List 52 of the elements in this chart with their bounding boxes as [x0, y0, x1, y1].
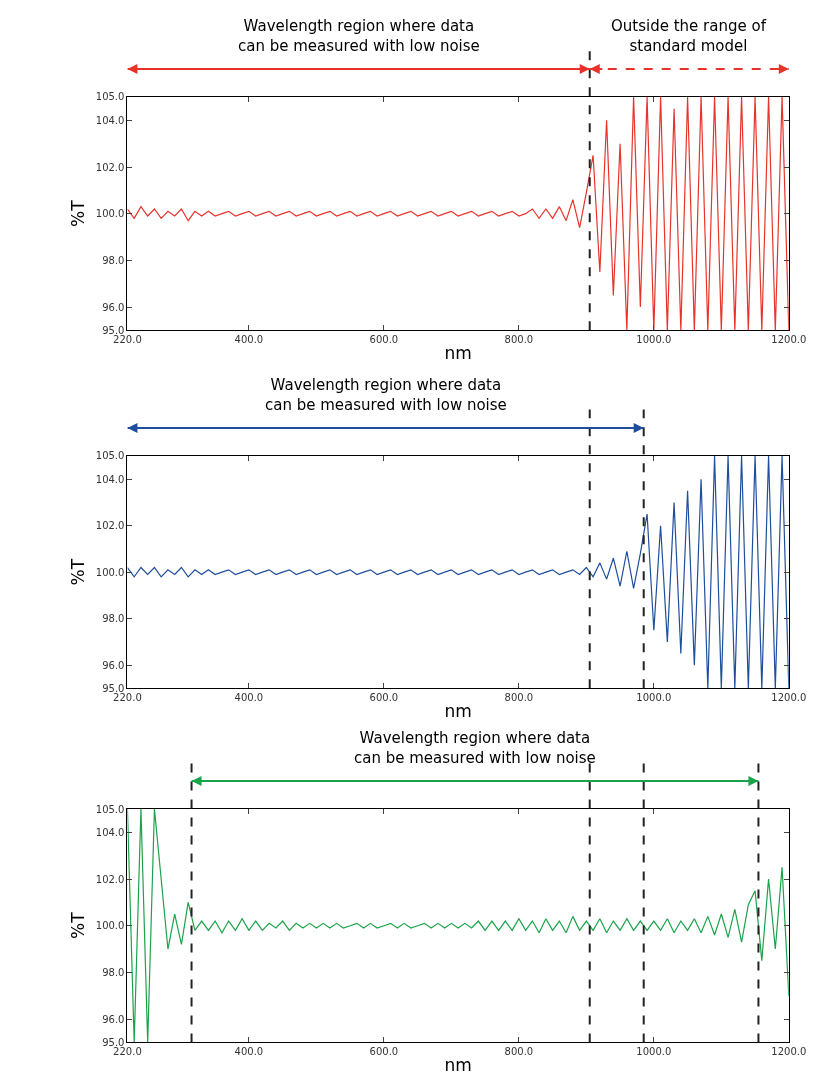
x-tick-label: 600.0 [369, 1046, 399, 1058]
x-tick-label: 400.0 [234, 1046, 264, 1058]
y-tick-label: 96.0 [102, 659, 125, 671]
x-tick-label: 1000.0 [636, 334, 672, 346]
y-tick-label: 98.0 [102, 613, 125, 625]
x-tick-label: 1000.0 [636, 692, 672, 704]
line-series [127, 455, 789, 689]
x-tick-label: 600.0 [369, 692, 399, 704]
line-series [127, 809, 789, 1043]
text: Wavelength region where data can be measured with low noise [238, 17, 480, 55]
line-series [127, 96, 789, 331]
y-tick-label: 104.0 [95, 826, 125, 838]
x-tick-label: 220.0 [113, 1046, 142, 1058]
y-axis-title: %T [68, 558, 89, 586]
y-tick-label: 100.0 [95, 208, 125, 220]
x-tick-label: 600.0 [369, 334, 399, 346]
y-axis-title: %T [68, 199, 89, 227]
x-tick-label: 800.0 [504, 334, 534, 346]
x-tick-label: 1000.0 [636, 1046, 672, 1058]
y-tick-label: 95.0 [102, 1036, 125, 1048]
x-axis-title: nm [444, 342, 472, 363]
y-axis-title: %T [68, 911, 89, 939]
x-tick-label: 220.0 [113, 692, 142, 704]
x-tick-label: 1200.0 [771, 334, 807, 346]
y-tick-label: 100.0 [95, 566, 125, 578]
y-tick-label: 105.0 [95, 803, 125, 815]
x-tick-label: 1200.0 [771, 1046, 807, 1058]
x-tick-label: 400.0 [234, 692, 264, 704]
x-tick-label: 220.0 [113, 334, 142, 346]
y-tick-label: 98.0 [102, 254, 125, 266]
y-tick-label: 102.0 [95, 161, 125, 173]
y-tick-label: 96.0 [102, 301, 125, 313]
y-tick-label: 102.0 [95, 520, 125, 532]
x-tick-label: 800.0 [504, 692, 534, 704]
y-tick-label: 105.0 [95, 91, 125, 103]
text: Wavelength region where data can be measured with low noise [265, 376, 507, 414]
x-tick-label: 1200.0 [771, 692, 807, 704]
x-axis-title: nm [444, 700, 472, 721]
x-tick-label: 800.0 [504, 1046, 534, 1058]
y-tick-label: 104.0 [95, 473, 125, 485]
x-tick-label: 400.0 [234, 334, 264, 346]
y-tick-label: 104.0 [95, 114, 125, 126]
y-tick-label: 95.0 [102, 324, 125, 336]
y-tick-label: 96.0 [102, 1013, 125, 1025]
text: Wavelength region where data can be measured with low noise [354, 729, 596, 767]
text: Outside the range of standard model [611, 17, 767, 55]
y-tick-label: 100.0 [95, 920, 125, 932]
y-tick-label: 95.0 [102, 682, 125, 694]
x-axis-title: nm [444, 1054, 472, 1075]
y-tick-label: 98.0 [102, 966, 125, 978]
y-tick-label: 105.0 [95, 450, 125, 462]
y-tick-label: 102.0 [95, 873, 125, 885]
